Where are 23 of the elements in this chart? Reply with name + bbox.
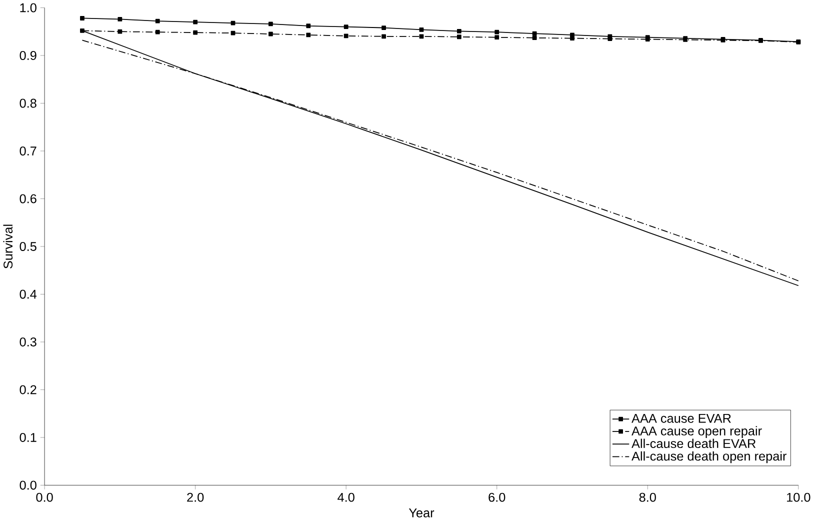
y-tick-label: 0.9 [20, 51, 36, 60]
y-tick-label: 0.6 [20, 194, 36, 204]
legend-label: AAA cause EVAR [632, 414, 731, 424]
y-tick-label: 1.0 [20, 3, 36, 12]
x-axis-title: Year [408, 508, 434, 518]
y-tick-label: 0.7 [20, 146, 36, 156]
x-tick-label: 8.0 [639, 493, 656, 502]
y-tick-label: 0.1 [20, 433, 36, 442]
y-tick-label: 0.3 [20, 338, 36, 347]
legend-label: AAA cause open repair [632, 426, 762, 438]
y-tick-label: 0.0 [20, 480, 36, 490]
x-tick-label: 2.0 [187, 493, 204, 502]
x-tick-label: 6.0 [488, 493, 506, 502]
x-tick-label: 4.0 [338, 493, 354, 502]
y-tick-label: 0.5 [20, 242, 36, 252]
y-tick-label: 0.2 [20, 385, 36, 394]
y-axis-title: Survival [3, 224, 13, 269]
y-tick-label: 0.8 [20, 98, 36, 108]
x-tick-label: 0.0 [36, 493, 53, 502]
legend-label: All-cause death EVAR [632, 438, 756, 448]
x-tick-label: 10.0 [787, 493, 810, 502]
legend-label: All-cause death open repair [632, 452, 787, 464]
y-tick-label: 0.4 [20, 290, 37, 299]
